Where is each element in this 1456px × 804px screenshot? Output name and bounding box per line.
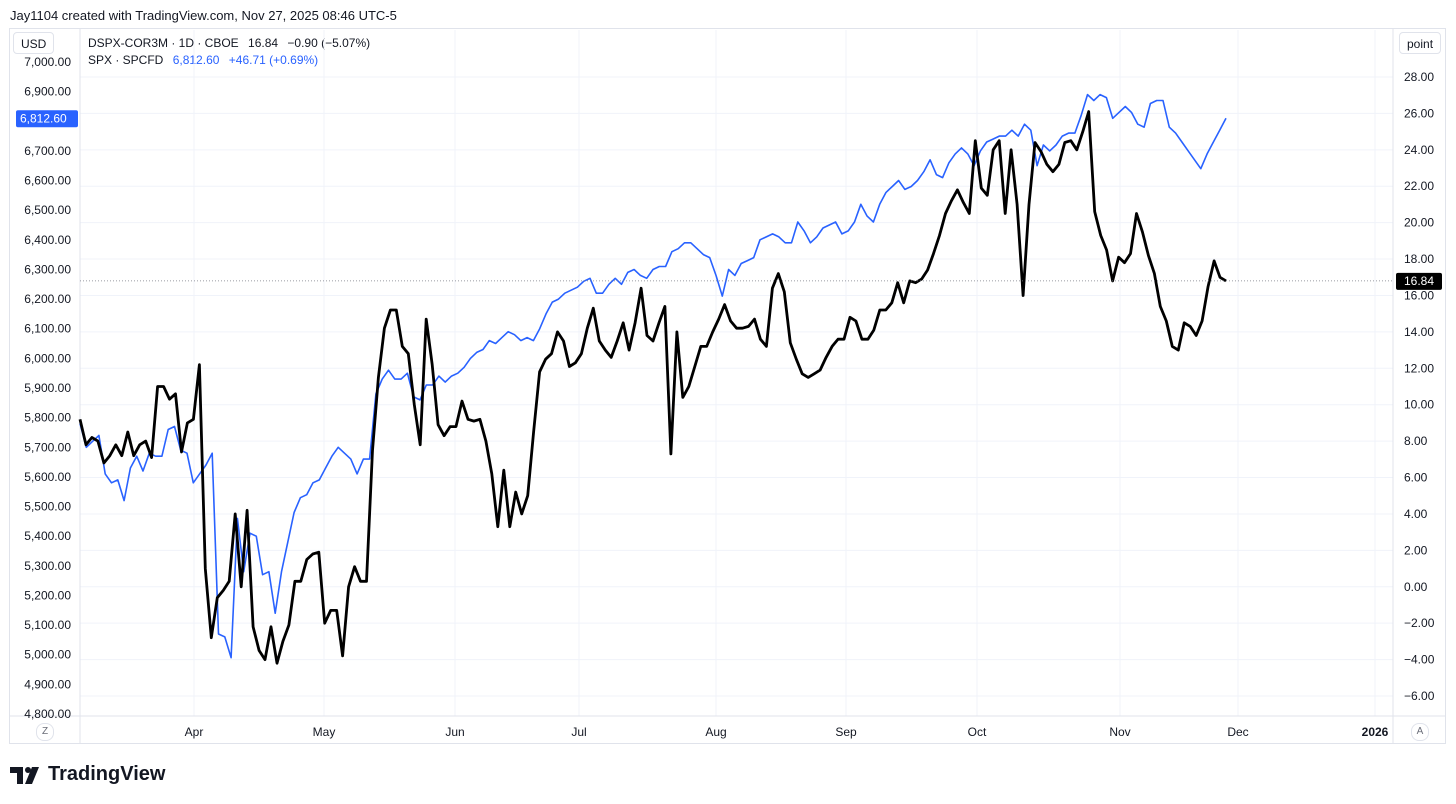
left-axis-tick-label: 6,700.00: [24, 144, 71, 158]
tradingview-logo: TradingView: [10, 763, 165, 786]
right-axis-tick-label: −2.00: [1404, 616, 1435, 630]
brand-name: TradingView: [48, 763, 166, 785]
right-axis-tick-label: 4.00: [1404, 507, 1428, 521]
left-axis-tick-label: 5,300.00: [24, 559, 71, 573]
left-price-axis: 7,000.006,900.006,800.006,700.006,600.00…: [24, 55, 71, 721]
left-axis-tick-label: 5,700.00: [24, 440, 71, 454]
legend-row-dspx[interactable]: DSPX-COR3M · 1D · CBOE 16.84 −0.90 (−5.0…: [88, 36, 370, 50]
left-axis-tick-label: 5,100.00: [24, 618, 71, 632]
zoom-reset-button[interactable]: Z: [36, 723, 54, 741]
left-axis-tick-label: 6,900.00: [24, 85, 71, 99]
right-axis-tick-label: 16.00: [1404, 288, 1434, 302]
time-axis-tick-label: May: [313, 725, 336, 739]
chart-frame: [9, 28, 1446, 744]
right-axis-tick-label: 12.00: [1404, 361, 1434, 375]
time-axis-tick-label: Apr: [185, 725, 204, 739]
last-value-labels: 6,812.60 16.84: [16, 110, 1442, 290]
legend-dspx-change: −0.90 (−5.07%): [287, 36, 371, 50]
time-axis-tick-label: Nov: [1109, 725, 1130, 739]
right-axis-tick-label: 18.00: [1404, 252, 1434, 266]
spx-last-value-tag: [16, 110, 78, 128]
time-axis-tick-label: Aug: [705, 725, 726, 739]
auto-scale-button[interactable]: A: [1411, 723, 1429, 741]
right-axis-tick-label: 28.00: [1404, 70, 1434, 84]
right-axis-tick-label: −6.00: [1404, 689, 1435, 703]
left-axis-tick-label: 6,500.00: [24, 203, 71, 217]
chart-header: Jay1104 created with TradingView.com, No…: [10, 8, 397, 23]
legend-row-spx[interactable]: SPX · SPCFD 6,812.60 +46.71 (+0.69%): [88, 53, 318, 67]
time-axis-tick-label: 2026: [1362, 725, 1389, 739]
left-axis-tick-label: 5,800.00: [24, 411, 71, 425]
dspx-last-value-tag: [1396, 272, 1442, 290]
left-axis-tick-label: 6,200.00: [24, 292, 71, 306]
right-axis-tick-label: 20.00: [1404, 216, 1434, 230]
right-axis-tick-label: 6.00: [1404, 471, 1428, 485]
legend-spx-last: 6,812.60: [172, 53, 220, 67]
left-axis-tick-label: 6,400.00: [24, 233, 71, 247]
left-axis-tick-label: 6,100.00: [24, 322, 71, 336]
series-line-spx[interactable]: [79, 93, 1227, 659]
legend-spx-symbol: SPX · SPCFD: [88, 53, 164, 67]
right-axis-tick-label: −4.00: [1404, 653, 1435, 667]
currency-button[interactable]: USD: [13, 32, 55, 54]
time-axis-tick-label: Sep: [835, 725, 857, 739]
right-axis-tick-label: 10.00: [1404, 398, 1434, 412]
time-axis-tick-label: Jul: [571, 725, 586, 739]
left-axis-tick-label: 5,200.00: [24, 588, 71, 602]
series-line-dspx[interactable]: [78, 110, 1227, 665]
right-axis-tick-label: 2.00: [1404, 543, 1428, 557]
legend-dspx-last: 16.84: [248, 36, 279, 50]
left-axis-tick-label: 5,000.00: [24, 648, 71, 662]
left-axis-tick-label: 5,900.00: [24, 381, 71, 395]
series-layer: [78, 93, 1393, 665]
left-axis-tick-label: 6,300.00: [24, 262, 71, 276]
left-axis-tick-label: 5,500.00: [24, 500, 71, 514]
left-axis-tick-label: 6,000.00: [24, 351, 71, 365]
time-axis-tick-label: Oct: [968, 725, 987, 739]
grid-lines: [9, 29, 1446, 744]
right-axis-tick-label: 22.00: [1404, 179, 1434, 193]
spx-last-value-text: 6,812.60: [20, 111, 67, 125]
right-axis-tick-label: 26.00: [1404, 106, 1434, 120]
time-axis: Apr May Jun Jul Aug Sep Oct Nov Dec 2026: [185, 725, 1389, 739]
time-axis-tick-label: Dec: [1227, 725, 1248, 739]
tradingview-logo-icon: [10, 766, 39, 784]
left-axis-tick-label: 6,600.00: [24, 174, 71, 188]
legend-spx-change: +46.71 (+0.69%): [228, 53, 319, 67]
right-axis-tick-label: 14.00: [1404, 325, 1434, 339]
right-price-axis: 28.00 26.00 24.00 22.00 20.00 18.00 16.00 14.00…: [1404, 70, 1435, 703]
right-axis-tick-label: 8.00: [1404, 434, 1428, 448]
right-axis-tick-label: 24.00: [1404, 143, 1434, 157]
left-axis-tick-label: 7,000.00: [24, 55, 71, 69]
left-axis-tick-label: 5,600.00: [24, 470, 71, 484]
right-axis-tick-label: 0.00: [1404, 580, 1428, 594]
left-axis-tick-label: 4,900.00: [24, 677, 71, 691]
dspx-last-value-text: 16.84: [1404, 274, 1434, 288]
legend-dspx-symbol: DSPX-COR3M · 1D · CBOE: [88, 36, 239, 50]
left-axis-tick-label: 4,800.00: [24, 707, 71, 721]
unit-button[interactable]: point: [1399, 32, 1442, 54]
time-axis-tick-label: Jun: [445, 725, 464, 739]
left-axis-tick-label: 5,400.00: [24, 529, 71, 543]
